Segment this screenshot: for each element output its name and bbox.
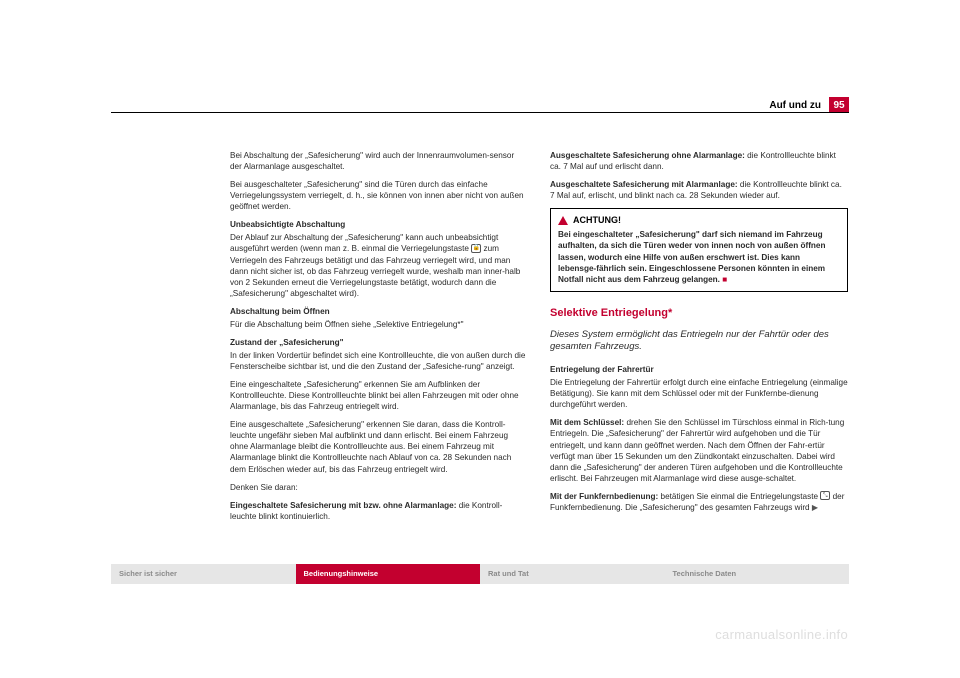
body-text: Eingeschaltete Safesicherung mit bzw. oh… bbox=[230, 500, 528, 522]
lock-icon: 🔒 bbox=[471, 244, 481, 253]
body-text: Eine ausgeschaltete „Safesicherung" erke… bbox=[230, 419, 528, 474]
content-columns: Bei Abschaltung der „Safesicherung" wird… bbox=[230, 150, 849, 529]
body-text: Mit der Funkfernbedienung: betätigen Sie… bbox=[550, 491, 848, 514]
body-text: Eine eingeschaltete „Safesicherung" erke… bbox=[230, 379, 528, 412]
footer-tab-sicher[interactable]: Sicher ist sicher bbox=[111, 564, 296, 584]
subheading: Entriegelung der Fahrertür bbox=[550, 364, 848, 375]
bold-run: Mit dem Schlüssel: bbox=[550, 418, 624, 427]
text-run: Der Ablauf zur Abschaltung der „Safesich… bbox=[230, 233, 498, 253]
page-header: Auf und zu 95 bbox=[769, 97, 849, 113]
subheading: Zustand der „Safesicherung" bbox=[230, 337, 528, 348]
body-text: Bei Abschaltung der „Safesicherung" wird… bbox=[230, 150, 528, 172]
manual-page: Auf und zu 95 Bei Abschaltung der „Safes… bbox=[0, 0, 960, 678]
header-rule bbox=[111, 112, 849, 113]
left-column: Bei Abschaltung der „Safesicherung" wird… bbox=[230, 150, 528, 529]
section-subtitle: Dieses System ermöglicht das Entriegeln … bbox=[550, 329, 848, 355]
section-title: Selektive Entriegelung* bbox=[550, 306, 848, 321]
header-title: Auf und zu bbox=[769, 100, 821, 111]
warning-box: ACHTUNG! Bei eingeschalteter „Safesicher… bbox=[550, 208, 848, 291]
footer-tab-rat[interactable]: Rat und Tat bbox=[480, 564, 665, 584]
watermark-text: carmanualsonline.info bbox=[715, 627, 848, 642]
text-run: Bei eingeschalteter „Safesicherung" darf… bbox=[558, 230, 826, 283]
body-text: Für die Abschaltung beim Öffnen siehe „S… bbox=[230, 319, 528, 330]
warning-header: ACHTUNG! bbox=[558, 214, 840, 226]
body-text: Ausgeschaltete Safesicherung ohne Alarma… bbox=[550, 150, 848, 172]
footer-tab-bedienung[interactable]: Bedienungshinweise bbox=[296, 564, 481, 584]
body-text: In der linken Vordertür befindet sich ei… bbox=[230, 350, 528, 372]
body-text: Denken Sie daran: bbox=[230, 482, 528, 493]
end-mark-icon: ■ bbox=[722, 275, 727, 284]
warning-text: Bei eingeschalteter „Safesicherung" darf… bbox=[558, 229, 840, 284]
right-column: Ausgeschaltete Safesicherung ohne Alarma… bbox=[550, 150, 848, 529]
text-run: drehen Sie den Schlüssel im Türschloss e… bbox=[550, 418, 844, 482]
body-text: Die Entriegelung der Fahrertür erfolgt d… bbox=[550, 377, 848, 410]
warning-label: ACHTUNG! bbox=[573, 214, 621, 226]
text-run: betätigen Sie einmal die Entriegelungsta… bbox=[658, 492, 820, 501]
unlock-icon: ⤡ bbox=[820, 491, 830, 500]
bold-run: Ausgeschaltete Safesicherung ohne Alarma… bbox=[550, 151, 745, 160]
bold-run: Ausgeschaltete Safesicherung mit Alarman… bbox=[550, 180, 738, 189]
warning-triangle-icon bbox=[558, 216, 568, 225]
continuation-arrow-icon: ▶ bbox=[812, 503, 818, 514]
page-number: 95 bbox=[829, 97, 849, 113]
subheading: Abschaltung beim Öffnen bbox=[230, 306, 528, 317]
footer-tab-technische[interactable]: Technische Daten bbox=[665, 564, 850, 584]
footer-tabs: Sicher ist sicher Bedienungshinweise Rat… bbox=[111, 564, 849, 584]
body-text: Mit dem Schlüssel: drehen Sie den Schlüs… bbox=[550, 417, 848, 483]
subheading: Unbeabsichtigte Abschaltung bbox=[230, 219, 528, 230]
body-text: Ausgeschaltete Safesicherung mit Alarman… bbox=[550, 179, 848, 201]
body-text: Bei ausgeschalteter „Safesicherung" sind… bbox=[230, 179, 528, 212]
bold-run: Eingeschaltete Safesicherung mit bzw. oh… bbox=[230, 501, 456, 510]
body-text: Der Ablauf zur Abschaltung der „Safesich… bbox=[230, 232, 528, 298]
bold-run: Mit der Funkfernbedienung: bbox=[550, 492, 658, 501]
